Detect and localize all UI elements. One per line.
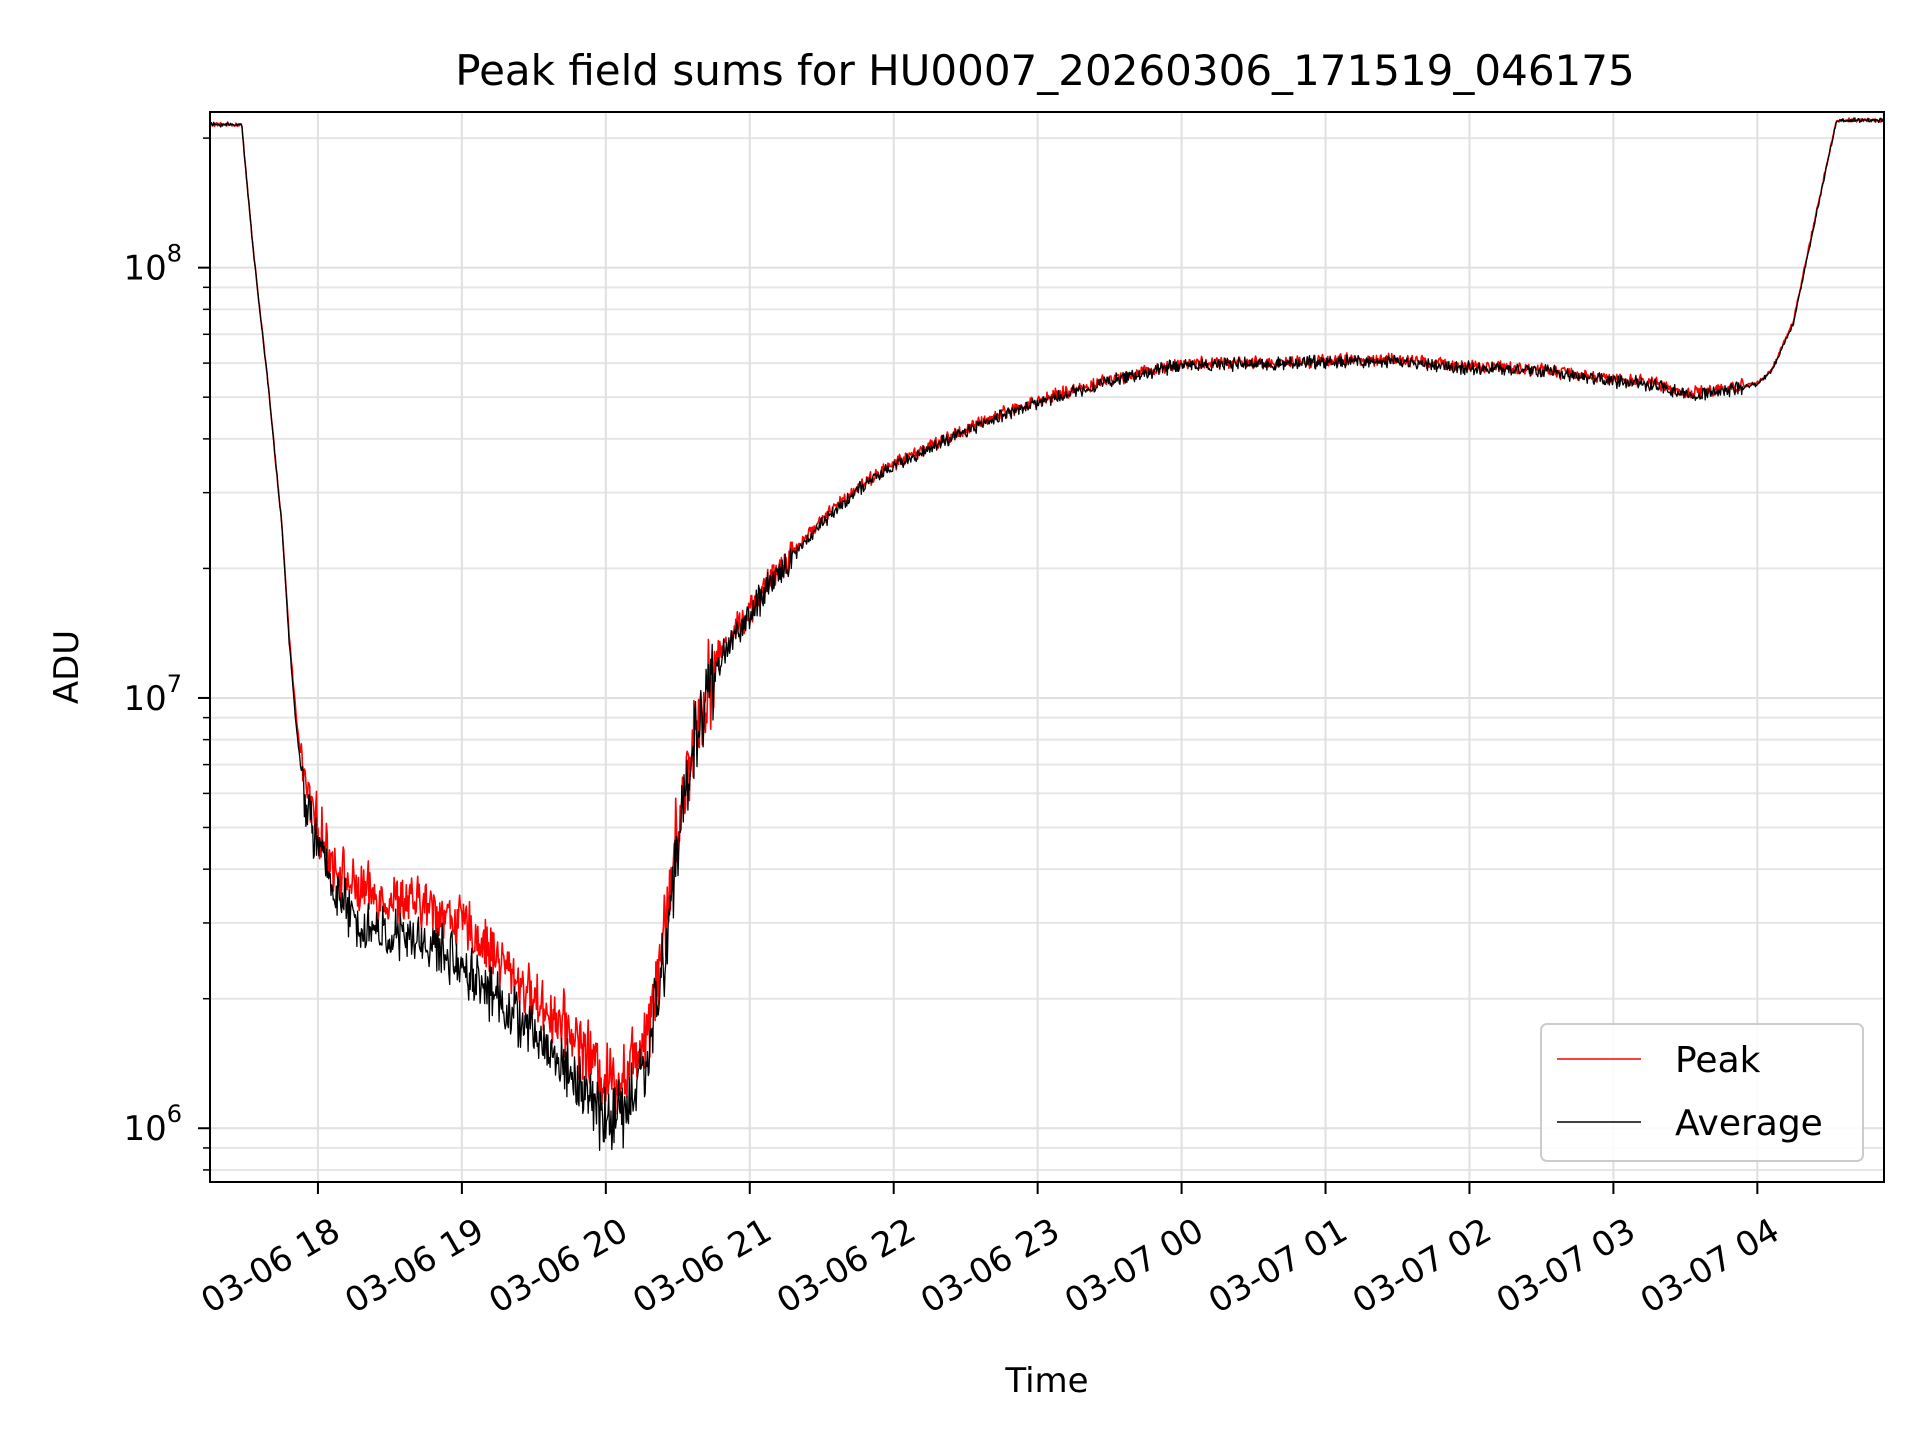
x-axis-title: Time xyxy=(1004,1361,1088,1401)
y-tick-label: 108 xyxy=(123,240,182,289)
series-layer xyxy=(209,117,1885,1152)
legend-peak-label: Peak xyxy=(1675,1040,1761,1081)
y-tick-base: 10 xyxy=(123,1109,166,1149)
series-line-peak xyxy=(209,117,1885,1115)
legend-average-label: Average xyxy=(1675,1103,1823,1144)
y-tick-exponent: 8 xyxy=(167,240,182,268)
y-tick-exponent: 6 xyxy=(167,1100,182,1128)
series-line-average xyxy=(209,117,1885,1152)
y-tick-label: 107 xyxy=(123,670,182,719)
y-tick-base: 10 xyxy=(123,679,166,719)
y-tick-base: 10 xyxy=(123,249,166,289)
y-tick-label: 106 xyxy=(123,1100,182,1149)
legend: Peak Average xyxy=(1540,1023,1864,1162)
chart-title: Peak field sums for HU0007_20260306_1715… xyxy=(455,46,1634,95)
major-gridlines xyxy=(210,112,1884,1182)
plot-frame xyxy=(209,111,1885,1183)
y-tick-exponent: 7 xyxy=(167,670,182,698)
y-axis-title: ADU xyxy=(47,630,87,704)
